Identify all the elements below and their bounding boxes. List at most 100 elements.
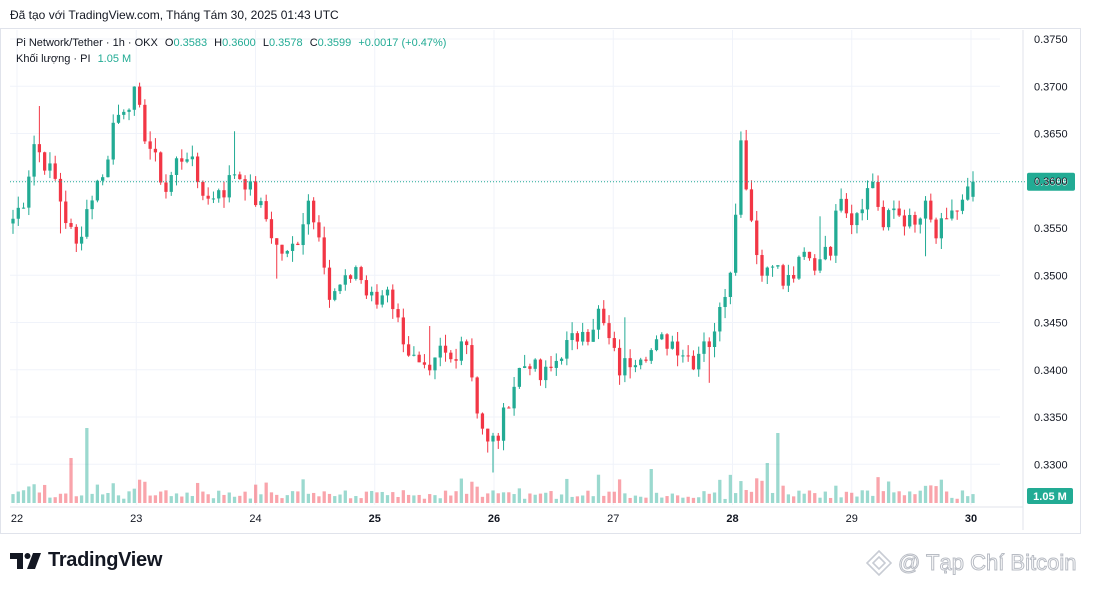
volume-bar xyxy=(491,490,495,503)
candle-body xyxy=(359,267,363,281)
candle-body xyxy=(137,86,142,105)
candle-body xyxy=(227,175,231,198)
candle-body xyxy=(148,141,152,149)
volume-bar xyxy=(438,498,442,503)
volume-bar xyxy=(628,497,632,503)
candle-body xyxy=(475,377,479,414)
candle-body xyxy=(665,334,669,349)
tradingview-logo[interactable]: TradingView xyxy=(10,549,162,572)
candle-body xyxy=(507,407,511,409)
candle-body xyxy=(85,209,89,237)
volume-bar xyxy=(512,494,516,503)
volume-bar xyxy=(480,496,485,503)
candle-body xyxy=(607,323,611,339)
volume-bar xyxy=(818,497,822,503)
candle-body xyxy=(670,341,674,349)
candle-body xyxy=(639,359,643,366)
volume-bar xyxy=(971,494,975,503)
candle-body xyxy=(412,354,416,356)
candle-body xyxy=(955,210,959,212)
volume-bar xyxy=(908,491,912,503)
volume-bar xyxy=(127,491,131,503)
candle-body xyxy=(934,219,938,239)
volume-bar xyxy=(691,497,696,503)
candle-body xyxy=(454,359,458,361)
candle-body xyxy=(64,201,68,224)
volume-bar xyxy=(776,433,780,503)
volume-bar xyxy=(523,498,527,503)
volume-bar xyxy=(739,481,743,503)
candles xyxy=(11,82,975,473)
candle-body xyxy=(765,267,769,276)
volume-bar xyxy=(406,494,411,503)
price-badge xyxy=(1027,172,1075,191)
candle-body xyxy=(317,222,321,238)
volume-bar xyxy=(185,492,189,503)
candle-body xyxy=(364,280,369,296)
candle-body xyxy=(95,180,100,201)
volume-bar xyxy=(132,488,136,503)
candle-body xyxy=(480,413,485,429)
volume-bar xyxy=(348,498,353,503)
candle-body xyxy=(929,200,933,220)
volume-bar xyxy=(644,497,648,503)
candle-body xyxy=(280,244,284,254)
candle-body xyxy=(16,207,20,219)
candle-body xyxy=(781,265,785,286)
candle-body xyxy=(111,122,115,160)
volume-bar xyxy=(797,490,801,503)
y-tick-label: 0.3600 xyxy=(1034,176,1068,188)
candle-body xyxy=(370,291,374,296)
last-price-line: 0.3599 1.05 M xyxy=(10,172,1075,504)
volume-bar xyxy=(375,492,379,503)
volume-bar xyxy=(570,496,574,503)
volume-bar xyxy=(544,492,548,503)
volume-bar xyxy=(612,491,616,503)
candle-body xyxy=(380,295,384,305)
candle-body xyxy=(760,255,764,276)
volume-bar xyxy=(886,481,891,503)
candle-body xyxy=(69,223,73,227)
volume-bar xyxy=(354,496,358,503)
candle-body xyxy=(243,179,247,190)
candle-body xyxy=(348,275,353,279)
volume-bar xyxy=(227,492,231,503)
volume-bar xyxy=(433,495,437,503)
candle-body xyxy=(681,355,685,357)
volume-bar xyxy=(565,478,569,503)
candle-body xyxy=(101,177,105,181)
volume-bar xyxy=(443,490,448,503)
candle-body xyxy=(491,435,495,442)
volume-bar xyxy=(802,493,806,503)
volume-bar xyxy=(306,493,311,503)
candle-body xyxy=(449,352,453,360)
legend-low-label: L xyxy=(262,37,269,49)
volume-bar xyxy=(607,491,611,503)
candle-body xyxy=(79,236,84,244)
volume-bar xyxy=(681,497,685,503)
candle-body xyxy=(159,152,163,183)
candle-body xyxy=(966,186,970,200)
volume-bar xyxy=(53,497,57,503)
candle-body xyxy=(660,334,664,340)
volume-bar xyxy=(43,484,47,503)
volume-bar xyxy=(939,479,943,503)
candle-body xyxy=(718,307,722,332)
candle-body xyxy=(375,291,379,305)
volume-bar xyxy=(507,492,511,503)
volume-bar xyxy=(232,496,237,503)
volume-bar xyxy=(902,495,907,503)
volume-badge xyxy=(1027,488,1073,504)
volume-bar xyxy=(412,495,416,503)
candle-body xyxy=(58,178,63,202)
volume-bar xyxy=(111,483,115,503)
legend-change: +0.0017 (+0.47%) xyxy=(358,37,447,49)
candle-body xyxy=(749,189,754,221)
candle-body xyxy=(844,198,849,214)
volume-bar xyxy=(697,497,701,503)
volume-bar xyxy=(575,496,580,503)
chart-frame xyxy=(0,28,1081,534)
volume-bar xyxy=(327,493,332,503)
volume-bar xyxy=(549,491,553,503)
